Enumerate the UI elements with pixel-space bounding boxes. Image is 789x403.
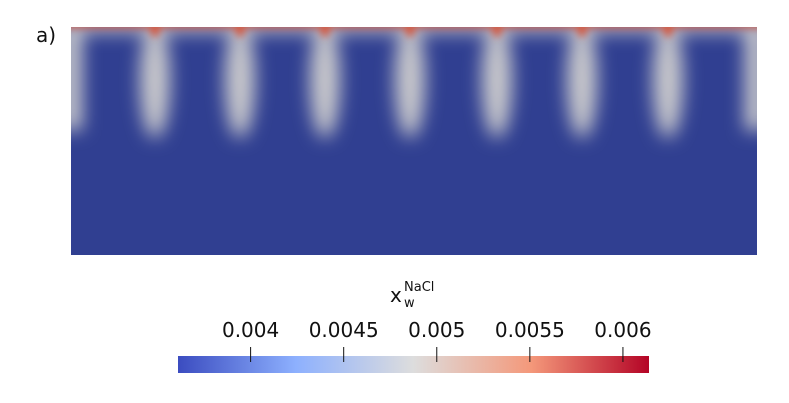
colorbar-label: x bbox=[390, 283, 402, 307]
colorbar-tick-label: 0.0055 bbox=[495, 318, 565, 342]
panel-label: a) bbox=[36, 23, 56, 47]
colorbar-tick-label: 0.005 bbox=[408, 318, 465, 342]
colorbar-tick-label: 0.0045 bbox=[309, 318, 379, 342]
colorbar-tick-label: 0.004 bbox=[222, 318, 279, 342]
colorbar bbox=[178, 356, 649, 373]
colorbar-label-sup: NaCl bbox=[404, 280, 434, 295]
colorbar-label-sub: w bbox=[404, 296, 415, 311]
colorbar-tick-label: 0.006 bbox=[594, 318, 651, 342]
concentration-field bbox=[71, 27, 757, 255]
